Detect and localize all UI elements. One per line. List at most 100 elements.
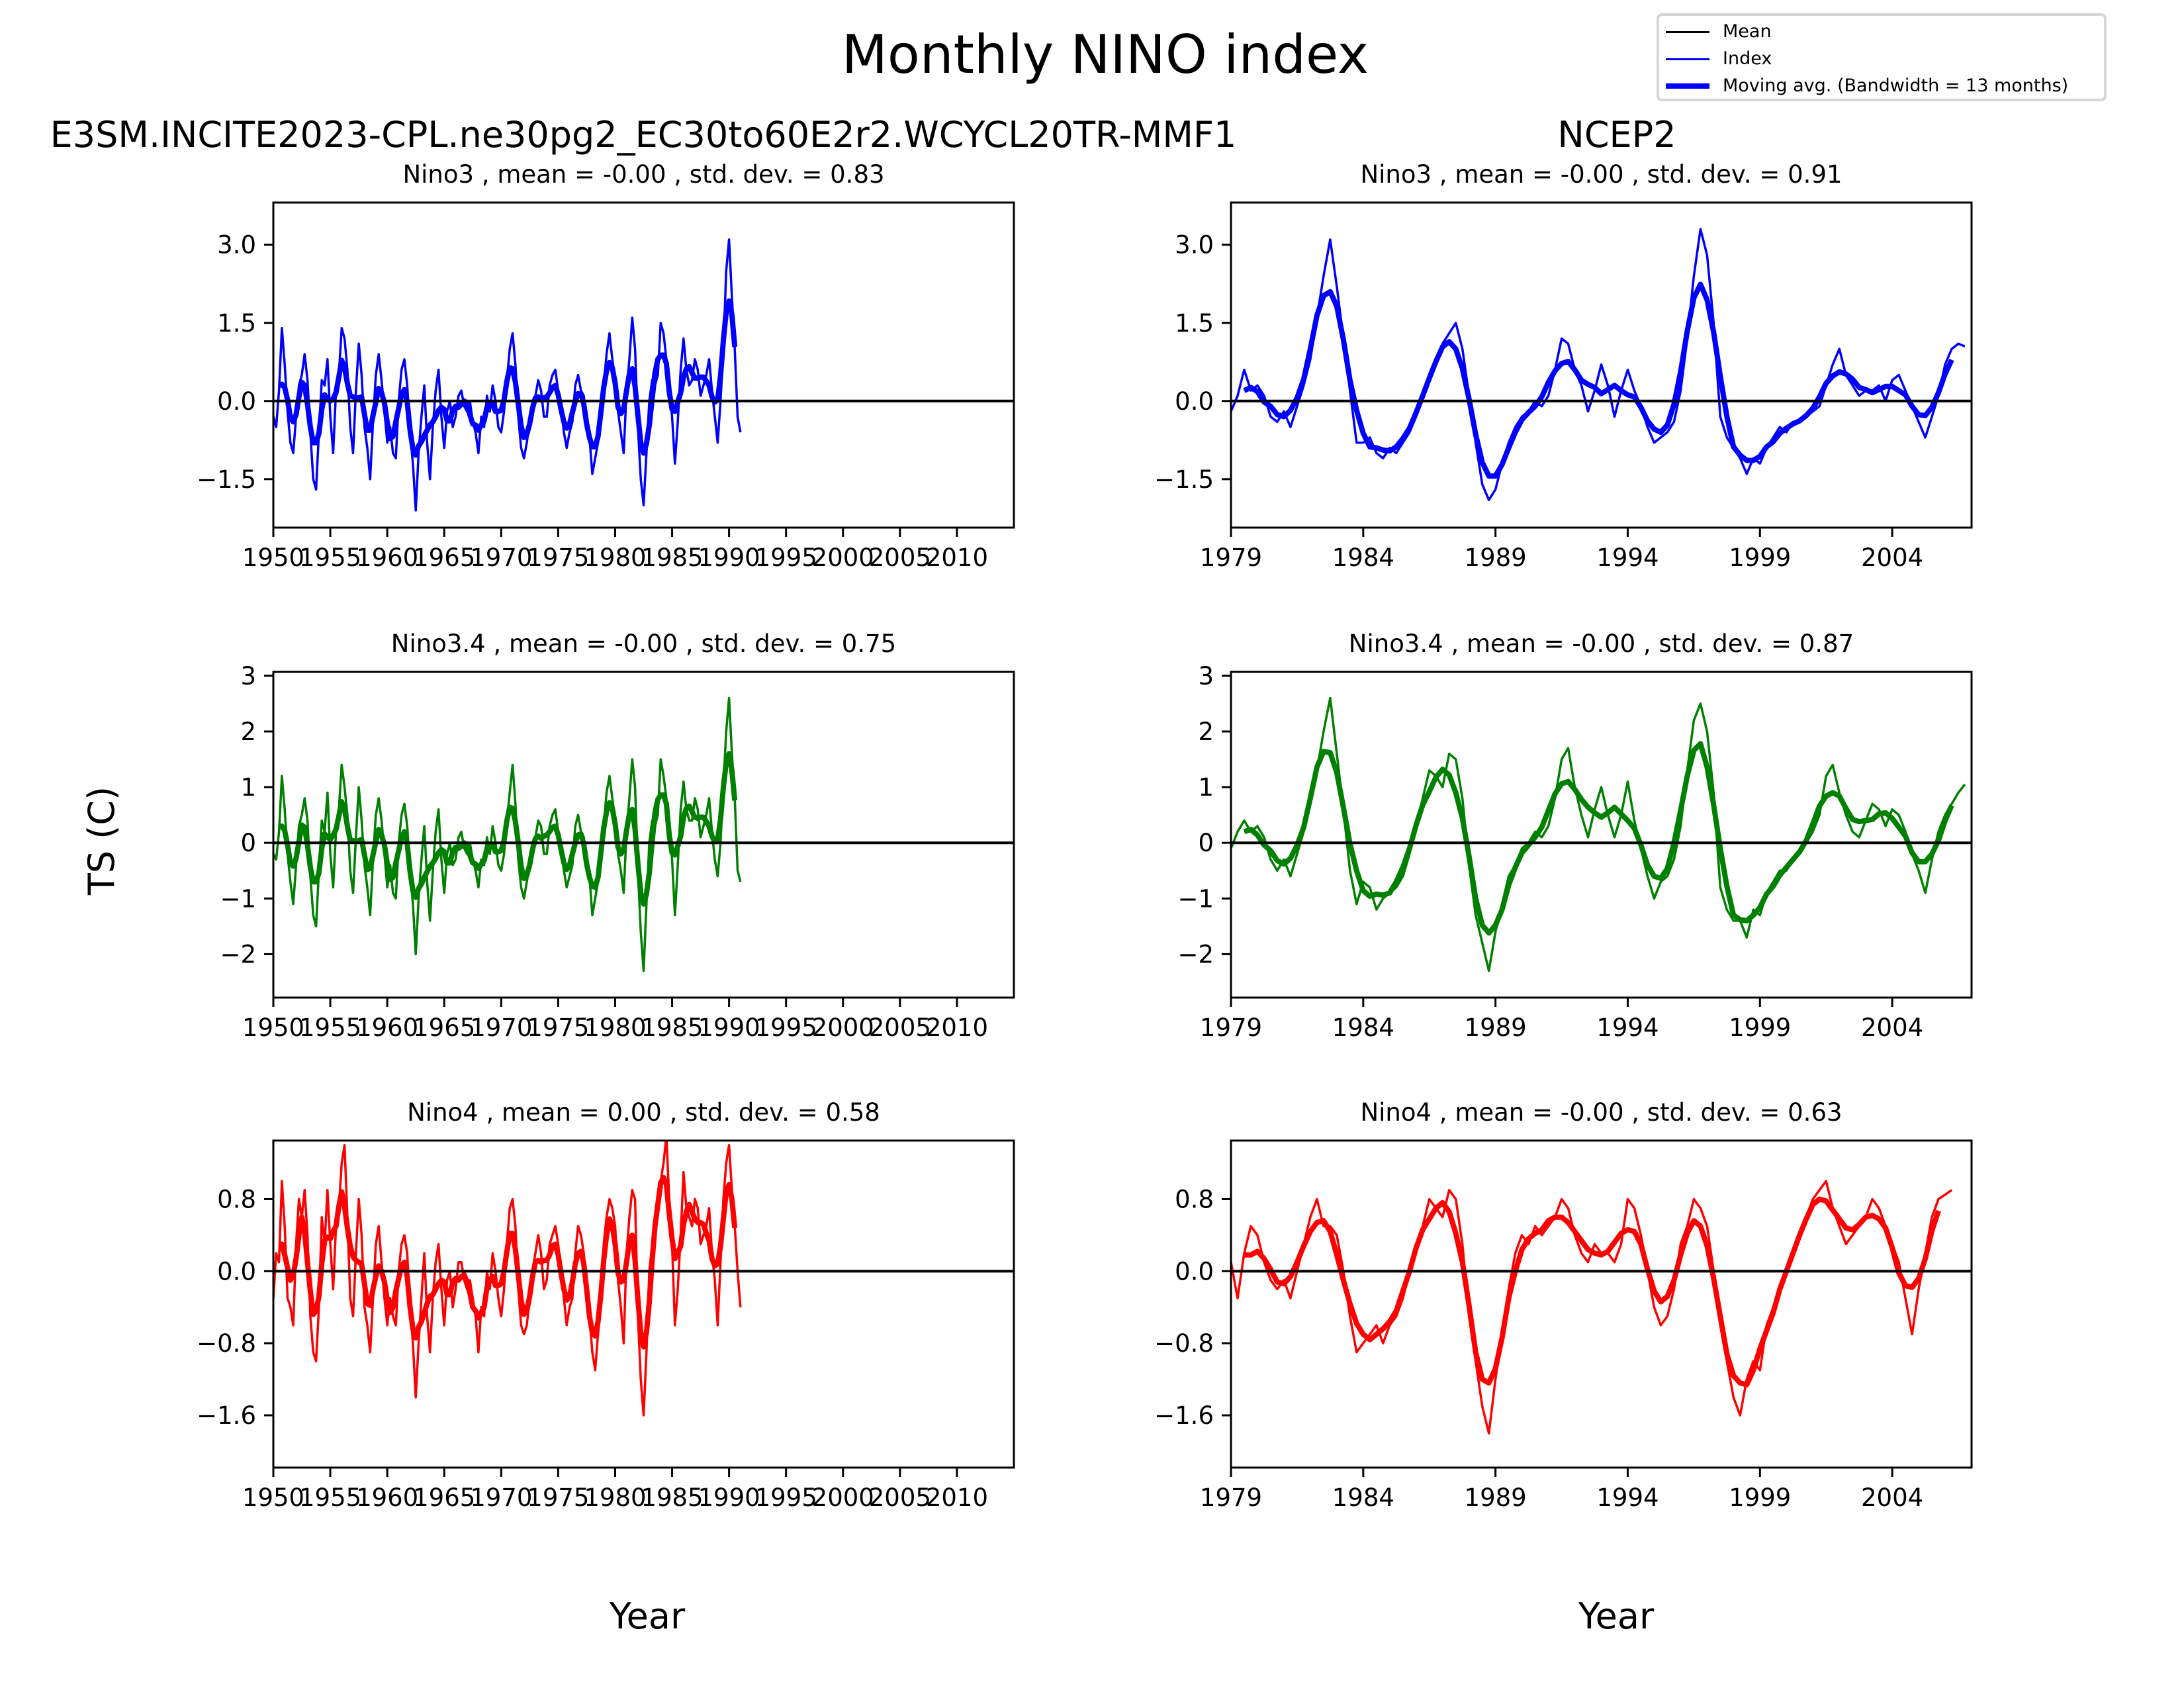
x-tick-label: 2010 xyxy=(926,1483,988,1512)
y-tick-label: 2 xyxy=(240,718,256,746)
x-axis-label-left: Year xyxy=(609,1595,686,1637)
axes-frame xyxy=(1230,671,1973,999)
y-tick-label: −2 xyxy=(1177,940,1214,968)
y-tick-label: 0.8 xyxy=(1175,1185,1214,1213)
panel-title: Nino4 , mean = 0.00 , std. dev. = 0.58 xyxy=(407,1098,880,1127)
y-tick-label: 0.0 xyxy=(217,387,256,416)
x-tick-label: 1970 xyxy=(470,1013,532,1042)
y-tick-label: 2 xyxy=(1198,718,1214,746)
y-axis-label: TS (C) xyxy=(81,786,122,896)
panel-left-nino34: Nino3.4 , mean = -0.00 , std. dev. = 0.7… xyxy=(220,630,1015,1042)
column-title-left: E3SM.INCITE2023-CPL.ne30pg2_EC30to60E2r2… xyxy=(50,114,1237,156)
x-tick-label: 1999 xyxy=(1729,1483,1791,1512)
x-tick-label: 2000 xyxy=(812,1013,874,1042)
panel-title: Nino3.4 , mean = -0.00 , std. dev. = 0.7… xyxy=(391,630,896,658)
legend-swatch-mean xyxy=(1666,31,1709,33)
x-tick-label: 1994 xyxy=(1596,1483,1659,1512)
x-tick-label: 1980 xyxy=(584,1013,646,1042)
moving-average-line xyxy=(279,751,738,907)
x-tick-label: 1989 xyxy=(1465,1483,1527,1512)
x-tick-label: 2005 xyxy=(869,1013,931,1042)
y-tick-label: 1.5 xyxy=(217,309,256,338)
x-tick-label: 1965 xyxy=(413,1483,475,1512)
y-tick-label: 3.0 xyxy=(1175,231,1214,259)
y-tick-label: −1 xyxy=(220,884,256,913)
y-tick-label: −0.8 xyxy=(197,1329,256,1358)
x-tick-label: 1970 xyxy=(470,1483,532,1512)
panel-title: Nino4 , mean = -0.00 , std. dev. = 0.63 xyxy=(1360,1098,1842,1127)
panel-title: Nino3 , mean = -0.00 , std. dev. = 0.91 xyxy=(1360,160,1842,189)
y-tick-label: 1 xyxy=(240,773,256,802)
x-tick-label: 1980 xyxy=(584,543,646,572)
x-tick-label: 1950 xyxy=(242,1013,304,1042)
legend-label-mean: Mean xyxy=(1723,21,1772,42)
series-group xyxy=(273,238,1014,512)
x-tick-label: 1960 xyxy=(356,1483,418,1512)
x-tick-label: 2004 xyxy=(1861,1483,1923,1512)
column-title-right: NCEP2 xyxy=(1557,114,1676,156)
axes-frame xyxy=(272,671,1015,999)
series-group xyxy=(273,696,1014,972)
series-group xyxy=(1231,696,1972,972)
x-tick-label: 1970 xyxy=(470,543,532,572)
x-tick-label: 1979 xyxy=(1200,1483,1262,1512)
x-tick-label: 1975 xyxy=(527,543,589,572)
x-tick-label: 1984 xyxy=(1332,1013,1394,1042)
index-line xyxy=(1231,1180,1952,1435)
legend: Mean Index Moving avg. (Bandwidth = 13 m… xyxy=(1657,13,2107,101)
x-tick-label: 1994 xyxy=(1596,543,1659,572)
x-tick-label: 1955 xyxy=(299,1013,361,1042)
y-tick-label: 0.0 xyxy=(217,1257,256,1286)
moving-average-line xyxy=(1244,1196,1941,1387)
index-line xyxy=(1231,228,1966,502)
y-tick-label: 0.0 xyxy=(1175,387,1214,416)
x-tick-label: 1990 xyxy=(698,543,760,572)
moving-average-line xyxy=(1243,741,1954,936)
series-group xyxy=(1231,1180,1972,1435)
x-tick-label: 1994 xyxy=(1596,1013,1659,1042)
x-tick-label: 2005 xyxy=(869,543,931,572)
panel-left-nino4: Nino4 , mean = 0.00 , std. dev. = 0.58 −1… xyxy=(197,1098,1015,1512)
y-tick-label: −1.5 xyxy=(197,465,256,494)
y-tick-label: 0.8 xyxy=(217,1185,256,1213)
x-tick-label: 1995 xyxy=(755,1483,817,1512)
x-tick-label: 1999 xyxy=(1729,543,1791,572)
x-tick-label: 1979 xyxy=(1200,1013,1262,1042)
series-group xyxy=(1231,228,1972,502)
x-tick-label: 2010 xyxy=(926,1013,988,1042)
x-tick-label: 1979 xyxy=(1200,543,1262,572)
y-tick-label: −2 xyxy=(220,940,256,968)
index-line xyxy=(1231,696,1966,972)
y-tick-label: 3 xyxy=(240,662,256,690)
moving-average-line xyxy=(278,298,738,458)
x-tick-label: 2005 xyxy=(869,1483,931,1512)
panel-title: Nino3.4 , mean = -0.00 , std. dev. = 0.8… xyxy=(1349,630,1854,658)
x-tick-label: 1985 xyxy=(641,1013,703,1042)
series-group xyxy=(273,1141,1014,1417)
x-axis-label-right: Year xyxy=(1578,1595,1655,1637)
panel-title: Nino3 , mean = -0.00 , std. dev. = 0.83 xyxy=(402,160,884,189)
x-tick-label: 1985 xyxy=(641,543,703,572)
y-tick-label: −1.5 xyxy=(1154,465,1214,494)
y-tick-label: −1 xyxy=(1177,884,1214,913)
legend-label-moving-avg: Moving avg. (Bandwidth = 13 months) xyxy=(1723,75,2069,96)
x-tick-label: 1999 xyxy=(1729,1013,1791,1042)
x-tick-label: 1995 xyxy=(755,1013,817,1042)
x-tick-label: 1965 xyxy=(413,543,475,572)
moving-average-line xyxy=(279,1174,738,1350)
x-tick-label: 1955 xyxy=(299,1483,361,1512)
moving-average-line xyxy=(1243,281,1954,479)
x-tick-label: 1995 xyxy=(755,543,817,572)
y-tick-label: −0.8 xyxy=(1154,1329,1214,1358)
index-line xyxy=(273,1141,742,1417)
y-tick-label: 3 xyxy=(1198,662,1214,690)
figure-title: Monthly NINO index xyxy=(842,24,1369,85)
x-tick-label: 2004 xyxy=(1861,1013,1923,1042)
panel-left-nino3: Nino3 , mean = -0.00 , std. dev. = 0.83 −… xyxy=(197,160,1015,572)
y-tick-label: −1.6 xyxy=(1154,1401,1214,1430)
x-tick-label: 2004 xyxy=(1861,543,1923,572)
y-tick-label: 0 xyxy=(1198,829,1214,857)
axes-frame xyxy=(272,1139,1015,1469)
legend-swatch-moving-avg xyxy=(1666,83,1709,89)
